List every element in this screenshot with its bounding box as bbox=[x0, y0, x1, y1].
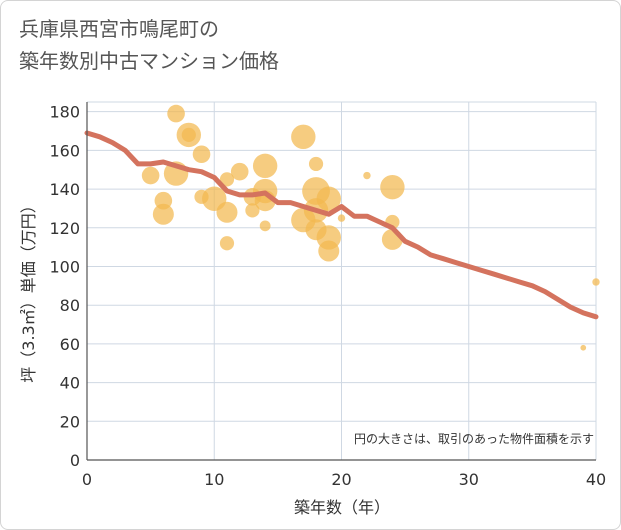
data-point bbox=[192, 145, 211, 164]
data-point bbox=[363, 171, 371, 180]
y-tick-label: 20 bbox=[60, 412, 80, 431]
x-tick-label: 30 bbox=[459, 470, 479, 489]
data-point bbox=[181, 127, 196, 142]
x-axis-label: 築年数（年） bbox=[294, 498, 390, 517]
data-point bbox=[219, 236, 235, 251]
x-tick-label: 0 bbox=[82, 470, 92, 489]
y-axis-label: 坪（3.3㎡）単価（万円） bbox=[19, 197, 38, 382]
chart-title-line2: 築年数別中古マンション価格 bbox=[19, 49, 279, 73]
data-point bbox=[318, 240, 340, 262]
y-tick-label: 140 bbox=[49, 180, 80, 199]
data-point bbox=[337, 214, 346, 222]
y-tick-label: 100 bbox=[49, 257, 80, 276]
x-tick-label: 20 bbox=[331, 470, 351, 489]
data-point bbox=[219, 172, 235, 187]
data-point bbox=[152, 203, 174, 225]
y-tick-label: 80 bbox=[60, 296, 80, 315]
y-tick-label: 120 bbox=[49, 219, 80, 238]
data-point bbox=[141, 166, 160, 185]
data-point bbox=[592, 278, 600, 286]
y-tick-label: 0 bbox=[70, 451, 80, 470]
data-point bbox=[245, 203, 260, 218]
data-point bbox=[308, 156, 324, 172]
x-tick-label: 10 bbox=[204, 470, 224, 489]
bubbles bbox=[141, 104, 600, 351]
axes bbox=[86, 102, 596, 461]
y-tick-label: 180 bbox=[49, 103, 80, 122]
y-tick-label: 40 bbox=[60, 374, 80, 393]
data-point bbox=[580, 344, 587, 351]
data-point bbox=[252, 153, 278, 179]
data-point bbox=[167, 104, 185, 123]
y-tick-label: 160 bbox=[49, 141, 80, 160]
y-tick-labels: 0 20 40 60 80 100 120 140 160 180 bbox=[49, 103, 80, 470]
x-tick-labels: 0 10 20 30 40 bbox=[82, 470, 606, 489]
x-tick-label: 40 bbox=[586, 470, 606, 489]
data-point bbox=[230, 162, 249, 181]
trend-line bbox=[84, 130, 599, 320]
data-point bbox=[259, 220, 271, 232]
data-point bbox=[291, 124, 316, 150]
bubble-size-note: 円の大きさは、取引のあった物件面積を示す bbox=[354, 431, 594, 446]
y-tick-label: 60 bbox=[60, 335, 80, 354]
data-point bbox=[380, 174, 405, 200]
data-point bbox=[216, 201, 238, 223]
data-point bbox=[316, 186, 341, 211]
chart-title-line1: 兵庫県西宮市鳴尾町の bbox=[19, 17, 219, 41]
chart-title: 兵庫県西宮市鳴尾町の 築年数別中古マンション価格 bbox=[19, 13, 279, 77]
